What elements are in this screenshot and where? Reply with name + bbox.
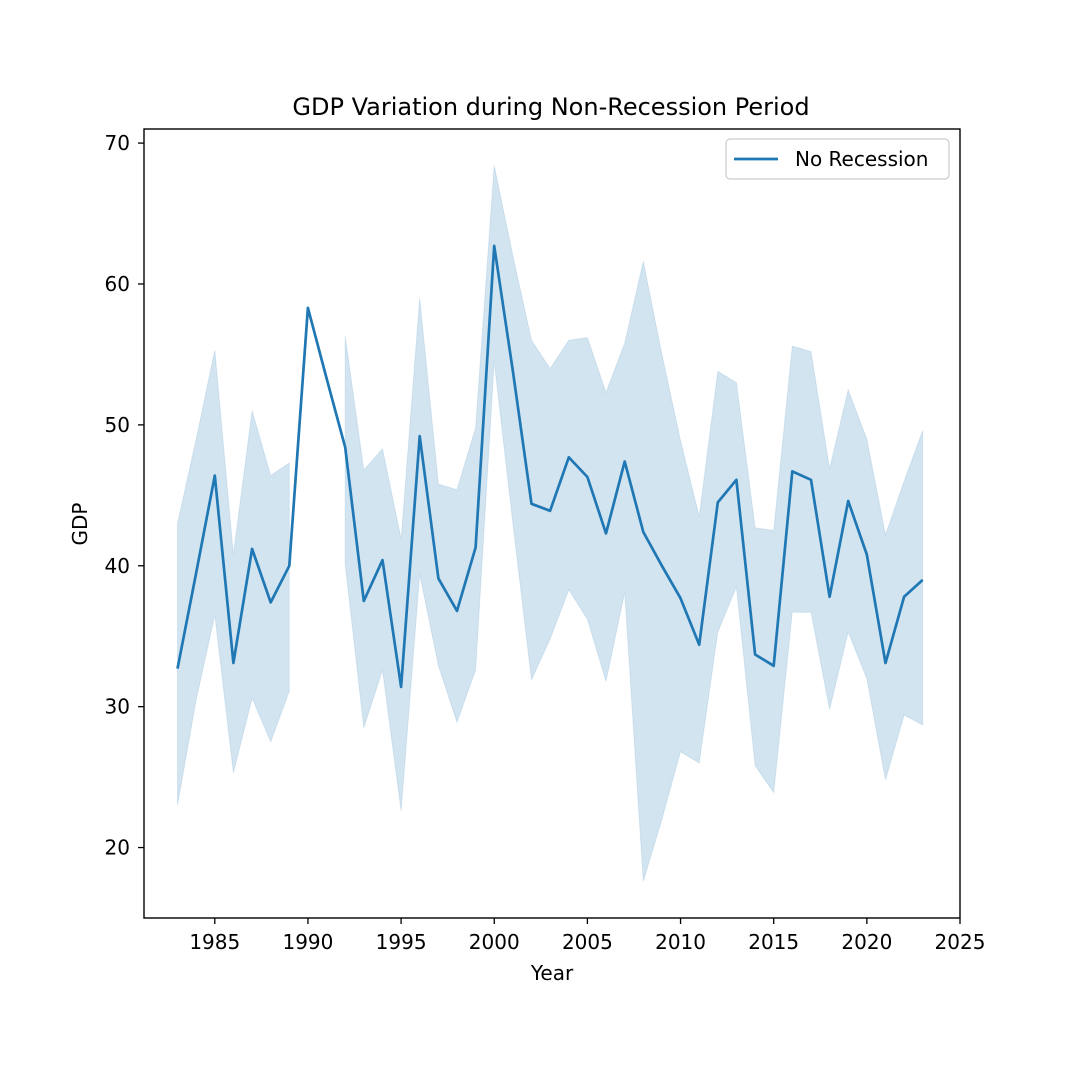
- legend-label: No Recession: [795, 147, 928, 171]
- y-axis-label: GDP: [68, 503, 92, 546]
- x-tick-label: 2020: [841, 930, 892, 954]
- chart-title: GDP Variation during Non-Recession Perio…: [292, 93, 809, 121]
- x-tick-label: 2000: [469, 930, 520, 954]
- confidence-band: [177, 350, 290, 806]
- x-tick-label: 2005: [562, 930, 613, 954]
- confidence-bands: [177, 165, 924, 882]
- legend-box: [725, 138, 950, 180]
- x-tick-label: 1985: [189, 930, 240, 954]
- confidence-band: [344, 165, 924, 882]
- x-tick-label: 2015: [748, 930, 799, 954]
- legend: No Recession: [725, 138, 950, 180]
- series-lines: [176, 244, 924, 689]
- x-tick-label: 1995: [376, 930, 427, 954]
- y-axis-ticks: 20 30 40 50 60 70: [105, 131, 144, 860]
- y-tick-label: 40: [105, 554, 130, 578]
- x-axis-label: Year: [530, 961, 574, 985]
- x-axis-ticks: 1985 1990 1995 2000 2005 2010 2015 2020 2025: [189, 918, 985, 954]
- y-tick-label: 30: [105, 695, 130, 719]
- y-tick-label: 60: [105, 272, 130, 296]
- x-tick-label: 1990: [282, 930, 333, 954]
- y-tick-label: 50: [105, 413, 130, 437]
- y-tick-label: 70: [105, 131, 130, 155]
- plot-frame: [143, 128, 961, 919]
- y-tick-label: 20: [105, 836, 130, 860]
- x-tick-label: 2025: [935, 930, 986, 954]
- x-tick-label: 2010: [655, 930, 706, 954]
